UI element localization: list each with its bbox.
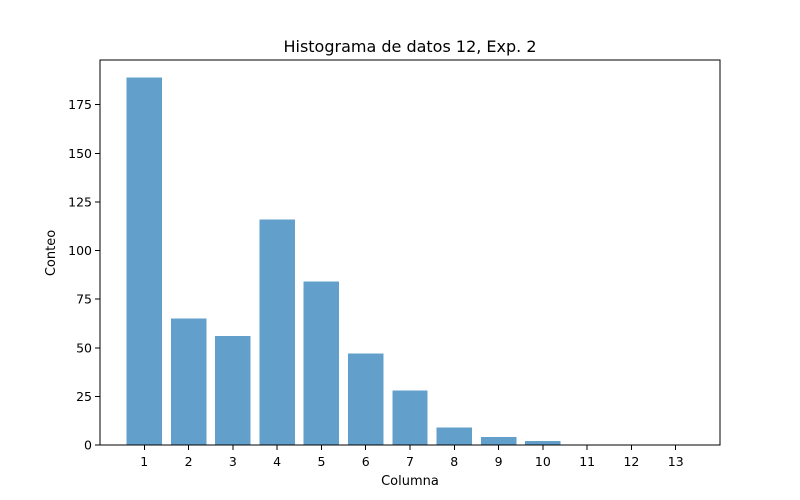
y-axis: 0 25 50 75 100 125 150 175 (68, 97, 100, 453)
bar-8 (436, 427, 472, 445)
y-tick-label-125: 125 (68, 194, 92, 209)
x-tick-label-9: 9 (495, 454, 503, 469)
x-tick-label-10: 10 (535, 454, 551, 469)
bar-1 (126, 77, 162, 445)
y-tick-label-150: 150 (68, 146, 92, 161)
y-tick-label-100: 100 (68, 243, 92, 258)
x-tick-label-11: 11 (579, 454, 595, 469)
y-tick-label-50: 50 (76, 340, 92, 355)
bars-group (126, 77, 561, 445)
bar-4 (259, 219, 295, 445)
bar-9 (480, 437, 517, 445)
x-tick-label-6: 6 (362, 454, 370, 469)
y-tick-label-25: 25 (76, 389, 92, 404)
bar-10 (525, 441, 561, 445)
y-tick-label-175: 175 (68, 97, 92, 112)
x-tick-label-8: 8 (450, 454, 458, 469)
x-tick-label-12: 12 (623, 454, 639, 469)
x-tick-label-7: 7 (406, 454, 414, 469)
x-axis: 1 2 3 4 5 6 7 8 9 10 11 12 13 (140, 445, 684, 469)
chart-title: Histograma de datos 12, Exp. 2 (283, 37, 536, 56)
x-axis-label: Columna (381, 474, 439, 489)
bar-6 (348, 353, 384, 445)
bar-7 (392, 390, 428, 445)
x-tick-label-1: 1 (140, 454, 148, 469)
x-tick-label-4: 4 (273, 454, 281, 469)
x-tick-label-3: 3 (229, 454, 237, 469)
y-tick-label-0: 0 (84, 438, 92, 453)
x-tick-label-13: 13 (668, 454, 684, 469)
y-axis-label: Conteo (44, 230, 59, 276)
bar-5 (303, 281, 340, 445)
x-tick-label-5: 5 (317, 454, 325, 469)
bar-2 (170, 318, 207, 445)
x-tick-label-2: 2 (185, 454, 193, 469)
plot-frame (99, 59, 721, 446)
bar-3 (215, 336, 251, 445)
y-tick-label-75: 75 (76, 292, 92, 307)
